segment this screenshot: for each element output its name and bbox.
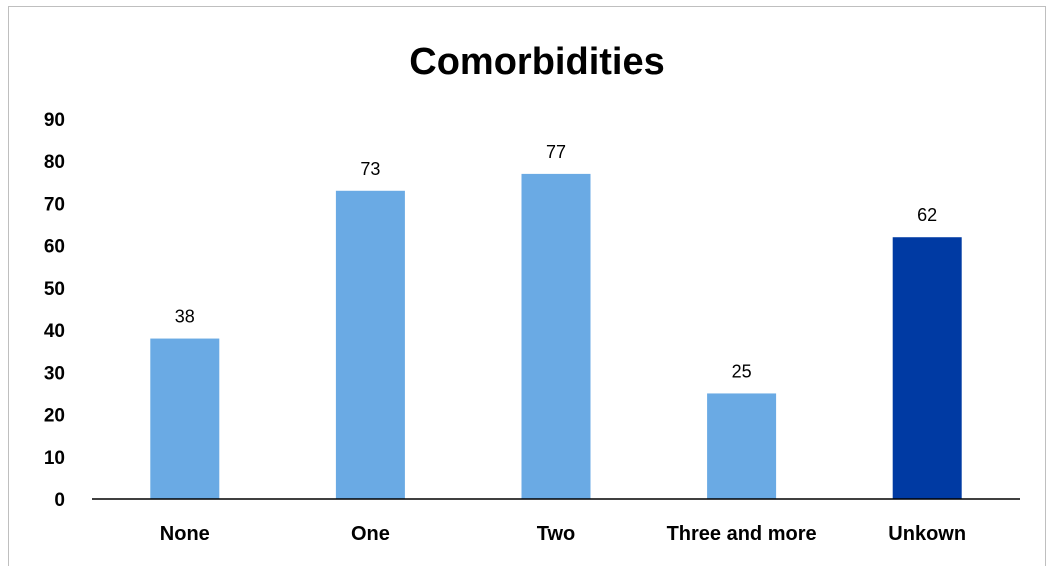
y-tick-label: 90 — [44, 110, 65, 131]
data-label: 25 — [732, 361, 752, 381]
y-tick-label: 10 — [44, 448, 65, 469]
bars — [150, 173, 962, 499]
bar-two — [521, 173, 591, 499]
y-tick-label: 80 — [44, 152, 65, 173]
data-label: 38 — [175, 307, 195, 327]
data-labels: 38 73 77 25 62 — [175, 142, 937, 382]
data-label: 77 — [546, 142, 566, 162]
x-axis-ticks: None One Two Three and more Unkown — [160, 523, 966, 545]
y-tick-label: 70 — [44, 194, 65, 215]
y-tick-label: 20 — [44, 406, 65, 427]
x-tick-label: Two — [537, 523, 576, 545]
data-label: 62 — [917, 205, 937, 225]
y-tick-label: 40 — [44, 321, 65, 342]
x-tick-label: Three and more — [667, 523, 817, 545]
chart-title: Comorbidities — [409, 41, 664, 83]
x-tick-label: Unkown — [888, 523, 966, 545]
bar-none — [150, 338, 220, 499]
x-tick-label: None — [160, 523, 210, 545]
y-tick-label: 30 — [44, 363, 65, 384]
bar-unkown — [892, 237, 962, 499]
x-tick-label: One — [351, 523, 390, 545]
y-tick-label: 60 — [44, 237, 65, 258]
bar-one — [335, 190, 405, 499]
data-label: 73 — [360, 159, 380, 179]
y-tick-label: 50 — [44, 279, 65, 300]
y-tick-label: 0 — [54, 490, 65, 511]
bar-three-and-more — [707, 393, 777, 499]
y-axis-ticks: 0 10 20 30 40 50 60 70 80 90 — [44, 110, 65, 511]
